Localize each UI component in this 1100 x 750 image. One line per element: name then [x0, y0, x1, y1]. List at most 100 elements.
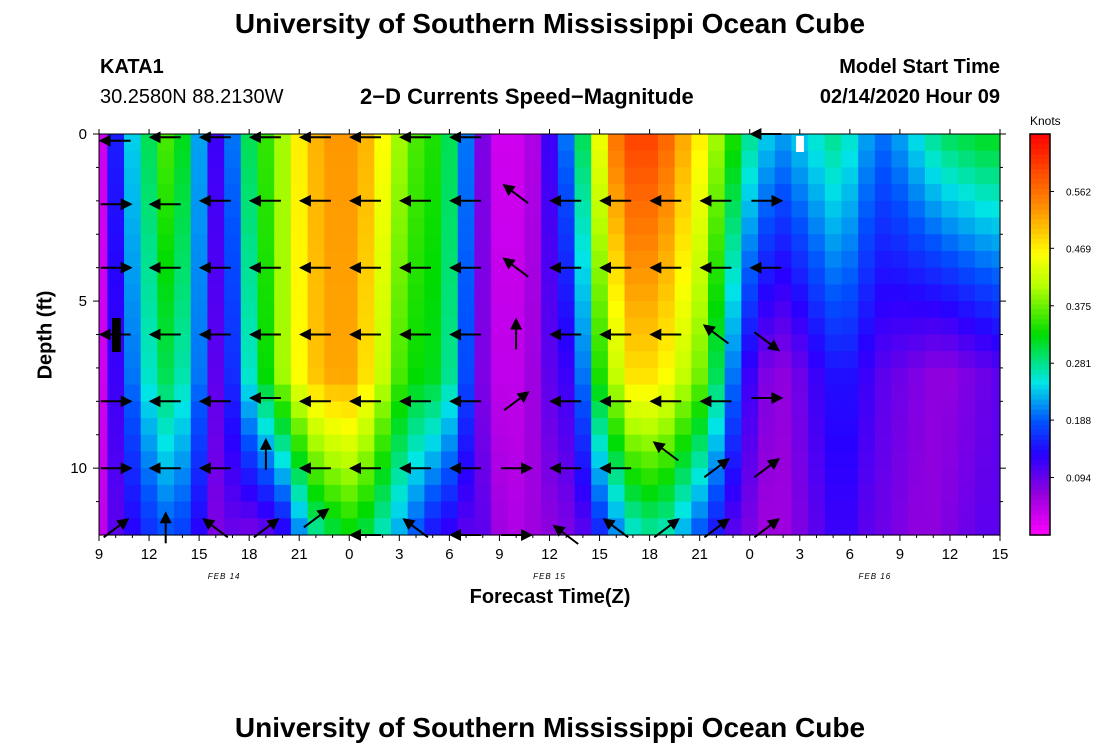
- heatmap-cell: [874, 167, 893, 185]
- colorbar-segment: [1030, 474, 1050, 481]
- heatmap-cell: [941, 501, 959, 519]
- heatmap-cell: [691, 518, 709, 536]
- heatmap-cell: [924, 317, 943, 336]
- colorbar-tick-label: 0.281: [1066, 359, 1091, 370]
- heatmap-cell: [824, 317, 843, 336]
- heatmap-cell: [741, 367, 759, 386]
- heatmap-cell: [924, 150, 943, 169]
- heatmap-cell: [708, 367, 726, 386]
- heatmap-cell: [941, 351, 959, 369]
- heatmap-cell: [758, 451, 776, 469]
- heatmap-cell: [924, 518, 943, 536]
- heatmap-cell: [974, 401, 993, 419]
- heatmap-cell: [107, 367, 125, 386]
- heatmap-cell: [190, 351, 209, 369]
- colorbar-segment: [1030, 494, 1050, 501]
- heatmap-cell: [624, 401, 642, 419]
- heatmap-cell: [557, 484, 576, 503]
- heatmap-cell: [491, 468, 509, 486]
- heatmap-cell: [824, 150, 843, 169]
- heatmap-cell: [574, 401, 592, 419]
- colorbar-segment: [1030, 349, 1050, 356]
- heatmap-cell: [874, 334, 893, 352]
- heatmap-cell: [99, 200, 108, 219]
- heatmap-cell: [457, 501, 476, 519]
- heatmap-cell: [691, 384, 709, 402]
- colorbar-segment: [1030, 319, 1050, 326]
- colorbar-segment: [1030, 264, 1050, 270]
- heatmap-cell: [307, 468, 325, 486]
- colorbar-tick-label: 0.188: [1066, 416, 1091, 427]
- heatmap-cell: [874, 401, 893, 419]
- heatmap-cell: [290, 301, 309, 319]
- heatmap-cell: [808, 234, 826, 252]
- heatmap-cell: [390, 234, 409, 252]
- heatmap-cell: [424, 317, 442, 336]
- heatmap-cell: [741, 451, 759, 469]
- heatmap-cell: [374, 334, 392, 352]
- heatmap-cell: [841, 301, 859, 319]
- heatmap-cell: [858, 167, 876, 185]
- heatmap-cell: [774, 217, 793, 235]
- heatmap-cell: [691, 334, 709, 352]
- heatmap-cell: [824, 384, 843, 402]
- heatmap-cell: [641, 384, 659, 402]
- heatmap-cell: [374, 401, 392, 419]
- heatmap-cell: [941, 434, 959, 453]
- heatmap-cell: [107, 418, 125, 436]
- heatmap-cell: [758, 167, 776, 185]
- heatmap-cell: [290, 167, 309, 185]
- heatmap-cell: [307, 134, 325, 152]
- heatmap-cell: [874, 384, 893, 402]
- heatmap-cell: [724, 418, 742, 436]
- heatmap-cell: [457, 167, 476, 185]
- heatmap-cell: [774, 501, 793, 519]
- heatmap-cell: [357, 334, 375, 352]
- heatmap-cell: [524, 217, 542, 235]
- heatmap-cell: [724, 217, 742, 235]
- heatmap-cell: [607, 434, 626, 453]
- heatmap-cell: [874, 351, 893, 369]
- heatmap-cell: [841, 234, 859, 252]
- heatmap-cell: [591, 468, 609, 486]
- heatmap-cell: [207, 134, 225, 152]
- heatmap-cell: [157, 384, 175, 402]
- heatmap-cell: [224, 351, 242, 369]
- heatmap-cell: [741, 184, 759, 202]
- heatmap-cell: [774, 434, 793, 453]
- heatmap-cell: [357, 134, 375, 152]
- heatmap-cell: [491, 234, 509, 252]
- heatmap-cell: [641, 267, 659, 285]
- heatmap-cell: [124, 418, 142, 436]
- heatmap-cell: [858, 301, 876, 319]
- heatmap-cell: [824, 301, 843, 319]
- heatmap-cell: [207, 200, 225, 219]
- heatmap-cell: [174, 518, 192, 536]
- heatmap-cell: [674, 418, 692, 436]
- heatmap-cell: [190, 234, 209, 252]
- heatmap-cell: [591, 167, 609, 185]
- heatmap-cell: [140, 334, 158, 352]
- heatmap-cell: [324, 384, 342, 402]
- heatmap-cell: [190, 418, 209, 436]
- colorbar-segment: [1030, 294, 1050, 301]
- heatmap-cell: [441, 184, 459, 202]
- heatmap-cell: [340, 418, 359, 436]
- heatmap-cell: [974, 434, 993, 453]
- heatmap-cell: [657, 351, 676, 369]
- heatmap-cell: [157, 451, 175, 469]
- heatmap-cell: [841, 401, 859, 419]
- heatmap-cell: [174, 451, 192, 469]
- heatmap-cell: [340, 167, 359, 185]
- heatmap-cell: [941, 451, 959, 469]
- heatmap-cell: [274, 317, 292, 336]
- colorbar-segment: [1030, 499, 1050, 506]
- heatmap-cell: [941, 200, 959, 219]
- heatmap-cell: [207, 234, 225, 252]
- heatmap-cell: [841, 434, 859, 453]
- heatmap-cell: [741, 167, 759, 185]
- heatmap-cell: [791, 351, 809, 369]
- heatmap-cell: [808, 501, 826, 519]
- heatmap-cell: [474, 284, 492, 302]
- heatmap-cell: [357, 167, 375, 185]
